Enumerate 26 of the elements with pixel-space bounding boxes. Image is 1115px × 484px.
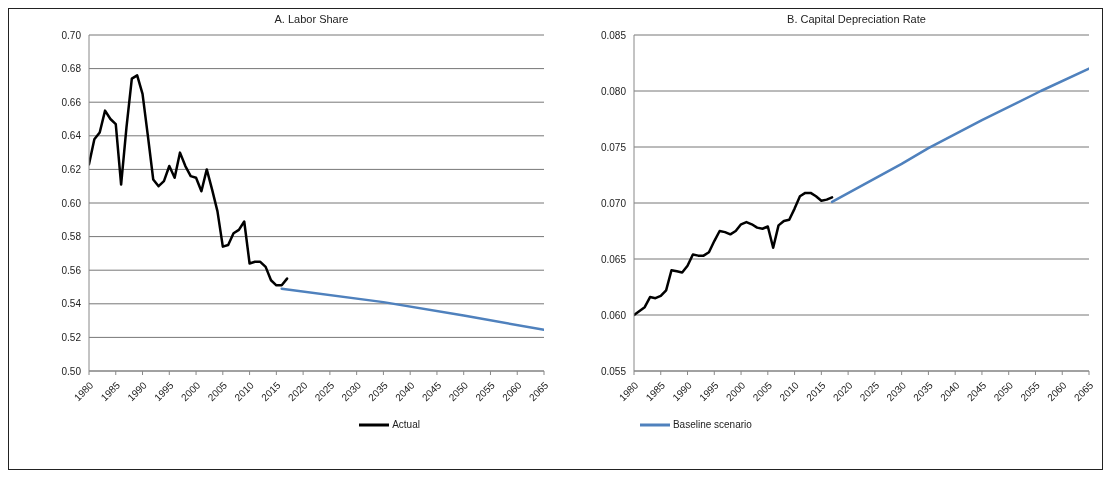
y-tick-label: 0.055: [600, 365, 627, 377]
y-tick-label: 0.065: [600, 253, 627, 265]
y-tick-label: 0.080: [600, 85, 627, 97]
y-tick-label: 0.075: [600, 141, 627, 153]
y-tick-label: 0.52: [61, 331, 82, 343]
y-tick-label: 0.60: [61, 197, 82, 209]
y-tick-label: 0.56: [61, 264, 82, 276]
line-series: [830, 67, 1089, 204]
y-tick-label: 0.060: [600, 309, 627, 321]
line-series: [634, 191, 834, 317]
y-tick-label: 0.085: [600, 29, 627, 41]
chart-title: A. Labor Share: [273, 13, 350, 27]
line-series: [280, 287, 544, 332]
y-tick-label: 0.62: [61, 163, 82, 175]
legend-label: Baseline scenario: [672, 419, 752, 430]
legend-label: Actual: [392, 419, 420, 430]
chart-title: B. Capital Depreciation Rate: [786, 13, 927, 27]
line-series: [89, 74, 289, 287]
y-tick-label: 0.68: [61, 63, 82, 75]
y-tick-label: 0.50: [61, 365, 82, 377]
y-tick-label: 0.70: [61, 29, 82, 41]
y-tick-label: 0.66: [61, 96, 82, 108]
y-tick-label: 0.070: [600, 197, 627, 209]
y-tick-label: 0.54: [61, 298, 82, 310]
y-tick-label: 0.64: [61, 130, 82, 142]
y-tick-label: 0.58: [61, 231, 82, 243]
